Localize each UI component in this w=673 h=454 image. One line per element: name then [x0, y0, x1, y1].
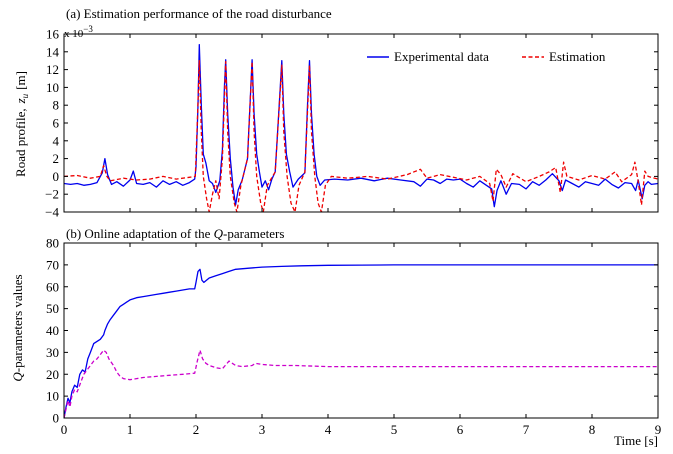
chart-a-ylabel-subscript: u: [20, 93, 30, 98]
chart-a-series-group: [64, 44, 658, 212]
chart-a-ytick-label: 10: [46, 80, 59, 95]
svg-text:x 10−3: x 10−3: [64, 24, 93, 40]
chart-a-ytick-label: 2: [53, 151, 60, 166]
chart-a-ytick-label: −4: [45, 205, 59, 220]
chart-a-legend: Experimental data Estimation: [367, 49, 606, 64]
chart-a-ytick-label: 4: [53, 133, 60, 148]
chart-a-ylabel-unit: [m]: [13, 71, 28, 90]
chart-b-xtick-label: 6: [457, 422, 464, 437]
chart-b-xtick-label: 8: [589, 422, 596, 437]
chart-a-plot: −4 −2 0 2 4 6 8 10 12 14 16 Experimental data Estima…: [45, 27, 659, 220]
chart-a-ytick-label: 6: [53, 116, 60, 131]
chart-b-ytick-label: 20: [46, 367, 59, 382]
chart-a-ylabel-text: Road profile,: [13, 108, 28, 177]
chart-b-title-q: Q: [214, 226, 224, 241]
chart-b-title-tail: -parameters: [223, 226, 284, 241]
chart-b-ylabel-text: -parameters values: [10, 274, 25, 372]
svg-text:Road profile,zu[m]: Road profile, zu [m]: [13, 71, 30, 177]
chart-b-series-group: [64, 264, 658, 418]
chart-b-xtick-label: 2: [193, 422, 200, 437]
chart-b-ytick-label: 30: [46, 345, 59, 360]
chart-b-title: (b) Online adaptation of the Q-parameter…: [66, 226, 284, 241]
chart-b-xtick-label: 9: [655, 422, 662, 437]
chart-b-title-head: (b) Online adaptation of the: [66, 226, 214, 241]
chart-b-ytick-label: 0: [53, 411, 60, 426]
chart-a-ylabel-symbol: z: [13, 98, 28, 104]
chart-b-series-1-line: [64, 349, 658, 418]
chart-a-multiplier-exp: −3: [83, 24, 93, 34]
chart-b-ylabel: Q-parameters values: [10, 274, 25, 381]
svg-text:Q-parameters values: Q-parameters values: [10, 274, 25, 381]
chart-a-ytick-label: 0: [53, 169, 60, 184]
chart-b-ytick-label: 60: [46, 279, 59, 294]
chart-a-ytick-label: 14: [46, 44, 60, 59]
chart-b-series-0-line: [64, 264, 658, 418]
chart-a-ytick-label: −2: [45, 187, 59, 202]
chart-b-ytick-label: 40: [46, 323, 59, 338]
chart-a-ytick-label: 8: [53, 98, 60, 113]
chart-b-xtick-label: 0: [61, 422, 68, 437]
chart-b-ytick-label: 10: [46, 389, 59, 404]
chart-a-series-1-line: [64, 60, 658, 212]
chart-a-ytick-label: 16: [46, 27, 60, 42]
chart-b-plot: 0 10 20 30 40 50 60 70 80 0 1 2 3 4 5 6 7 8 9: [46, 236, 661, 438]
chart-b-xlabel: Time [s]: [614, 433, 658, 448]
chart-b-frame: [63, 242, 659, 419]
chart-b-xtick-label: 5: [391, 422, 398, 437]
chart-b-ytick-label: 80: [46, 236, 59, 251]
chart-b-xtick-label: 1: [127, 422, 134, 437]
legend-label-1: Estimation: [549, 49, 606, 64]
chart-b-ylabel-q: Q: [10, 372, 25, 382]
chart-b-xtick-label: 3: [259, 422, 266, 437]
chart-a-ylabel: Road profile, zu [m]: [13, 71, 30, 177]
chart-b-ytick-label: 70: [46, 257, 59, 272]
chart-a-ytick-label: 12: [46, 62, 59, 77]
chart-b-ytick-label: 50: [46, 301, 59, 316]
chart-b-xtick-label: 7: [523, 422, 530, 437]
chart-a-title: (a) Estimation performance of the road d…: [66, 6, 332, 21]
chart-a-series-0-line: [64, 44, 658, 208]
chart-a-multiplier: x 10−3: [64, 24, 93, 40]
legend-label-0: Experimental data: [394, 49, 489, 64]
chart-b-xtick-label: 4: [325, 422, 332, 437]
